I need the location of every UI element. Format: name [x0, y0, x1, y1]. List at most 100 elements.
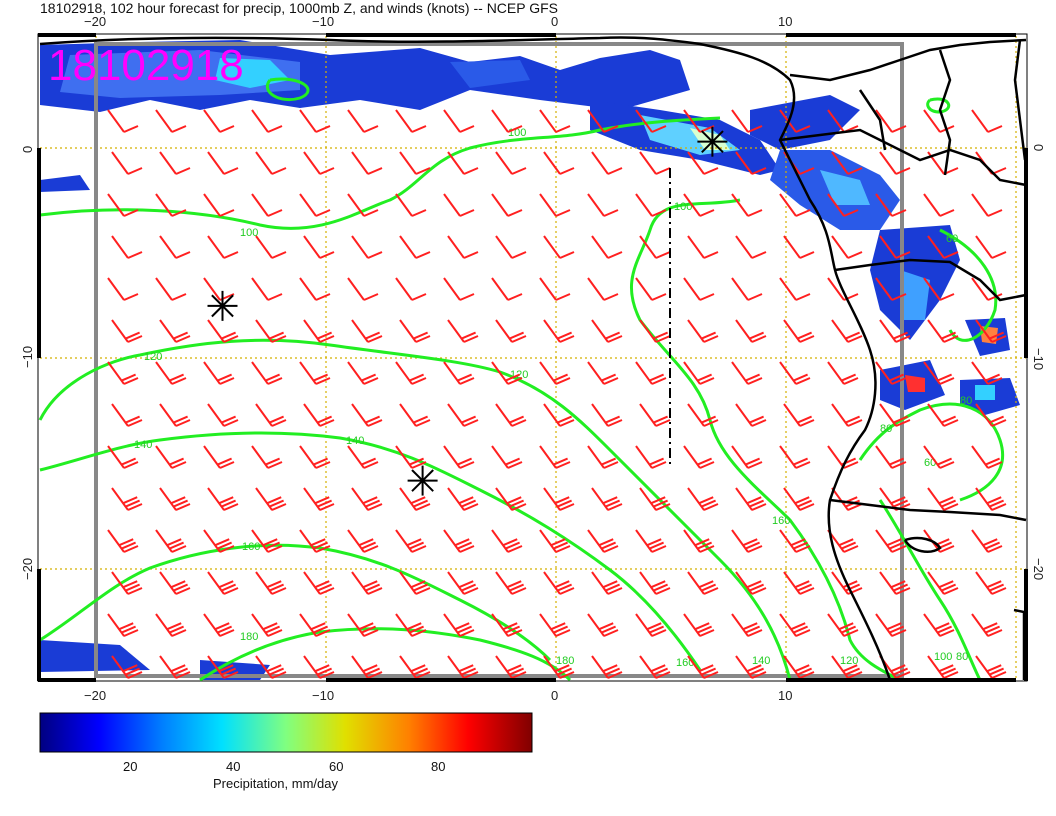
wind-barb: [159, 151, 191, 175]
svg-text:10: 10: [778, 14, 792, 29]
wind-barb: [495, 151, 527, 175]
wind-barb: [159, 571, 191, 595]
wind-barb: [443, 445, 475, 469]
wind-barb: [303, 235, 335, 259]
wind-barb: [975, 571, 1007, 595]
wind-barb: [251, 529, 283, 553]
wind-barb: [879, 235, 911, 259]
wind-barb: [351, 403, 383, 427]
wind-barb: [927, 571, 959, 595]
wind-barb: [831, 487, 863, 511]
wind-barb: [491, 613, 523, 637]
wind-barb: [399, 571, 431, 595]
lat-tick-labels-left: 0 −10 −20: [20, 146, 35, 580]
wind-barb: [255, 655, 287, 679]
wind-barb: [735, 655, 767, 679]
wind-barb: [111, 235, 143, 259]
wind-barb: [351, 655, 383, 679]
wind-barb: [111, 319, 143, 343]
wind-barb: [107, 529, 139, 553]
wind-barb: [303, 151, 335, 175]
wind-barb: [491, 361, 523, 385]
wind-barb: [927, 235, 959, 259]
wind-barb: [443, 109, 475, 133]
wind-barb: [587, 109, 619, 133]
wind-barb: [735, 235, 767, 259]
wind-barb: [635, 361, 667, 385]
wind-barb: [351, 319, 383, 343]
wind-barb: [875, 361, 907, 385]
wind-barb: [111, 151, 143, 175]
domain-box: [94, 42, 904, 678]
wind-barb: [539, 193, 571, 217]
wind-barb: [639, 151, 671, 175]
wind-barb: [111, 487, 143, 511]
wind-barb: [107, 613, 139, 637]
wind-barb: [827, 529, 859, 553]
wind-barb: [539, 445, 571, 469]
wind-barb: [155, 109, 187, 133]
wind-barb: [543, 403, 575, 427]
wind-barb: [587, 361, 619, 385]
wind-barb: [347, 445, 379, 469]
storm-markers: [207, 126, 728, 496]
wind-barb: [347, 109, 379, 133]
wind-barb: [495, 235, 527, 259]
wind-barb: [543, 487, 575, 511]
wind-barb: [543, 235, 575, 259]
wind-barb: [591, 235, 623, 259]
wind-barb: [399, 235, 431, 259]
wind-barb: [827, 361, 859, 385]
colorbar-ticks: 20 40 60 80: [123, 759, 445, 774]
wind-barb: [683, 613, 715, 637]
wind-barb: [203, 193, 235, 217]
wind-barb: [735, 403, 767, 427]
wind-barb: [735, 571, 767, 595]
wind-barb: [351, 235, 383, 259]
plot-frame: [37, 33, 1028, 682]
storm-marker-south: [407, 465, 438, 496]
wind-barb: [491, 193, 523, 217]
wind-barb: [735, 151, 767, 175]
svg-text:−10: −10: [1031, 348, 1046, 370]
wind-barb: [779, 193, 811, 217]
wind-barb: [639, 571, 671, 595]
wind-barb: [687, 319, 719, 343]
wind-barb: [443, 361, 475, 385]
wind-barb: [731, 109, 763, 133]
wind-barb: [783, 655, 815, 679]
wind-barb: [779, 613, 811, 637]
wind-barb: [731, 361, 763, 385]
svg-text:100: 100: [240, 227, 258, 239]
wind-barb: [923, 613, 955, 637]
wind-barb: [347, 361, 379, 385]
storm-marker-west: [207, 290, 238, 321]
wind-barb: [927, 403, 959, 427]
svg-text:160: 160: [242, 541, 260, 553]
wind-barb: [731, 277, 763, 301]
wind-barb: [447, 655, 479, 679]
wind-barb: [783, 319, 815, 343]
wind-barb: [495, 655, 527, 679]
wind-barb: [111, 571, 143, 595]
wind-barb: [731, 613, 763, 637]
wind-barb: [491, 529, 523, 553]
svg-text:60: 60: [329, 759, 343, 774]
wind-barb: [107, 193, 139, 217]
wind-barb: [255, 403, 287, 427]
svg-text:100: 100: [674, 201, 692, 213]
wind-barb: [399, 319, 431, 343]
wind-barb: [447, 319, 479, 343]
wind-barb: [443, 193, 475, 217]
wind-barb: [923, 193, 955, 217]
svg-text:180: 180: [556, 655, 574, 667]
wind-barb: [299, 193, 331, 217]
wind-barb: [635, 109, 667, 133]
wind-barb: [299, 445, 331, 469]
svg-text:10: 10: [778, 688, 792, 703]
wind-barb: [107, 361, 139, 385]
wind-barb: [351, 487, 383, 511]
wind-barb: [303, 403, 335, 427]
wind-barb: [879, 487, 911, 511]
